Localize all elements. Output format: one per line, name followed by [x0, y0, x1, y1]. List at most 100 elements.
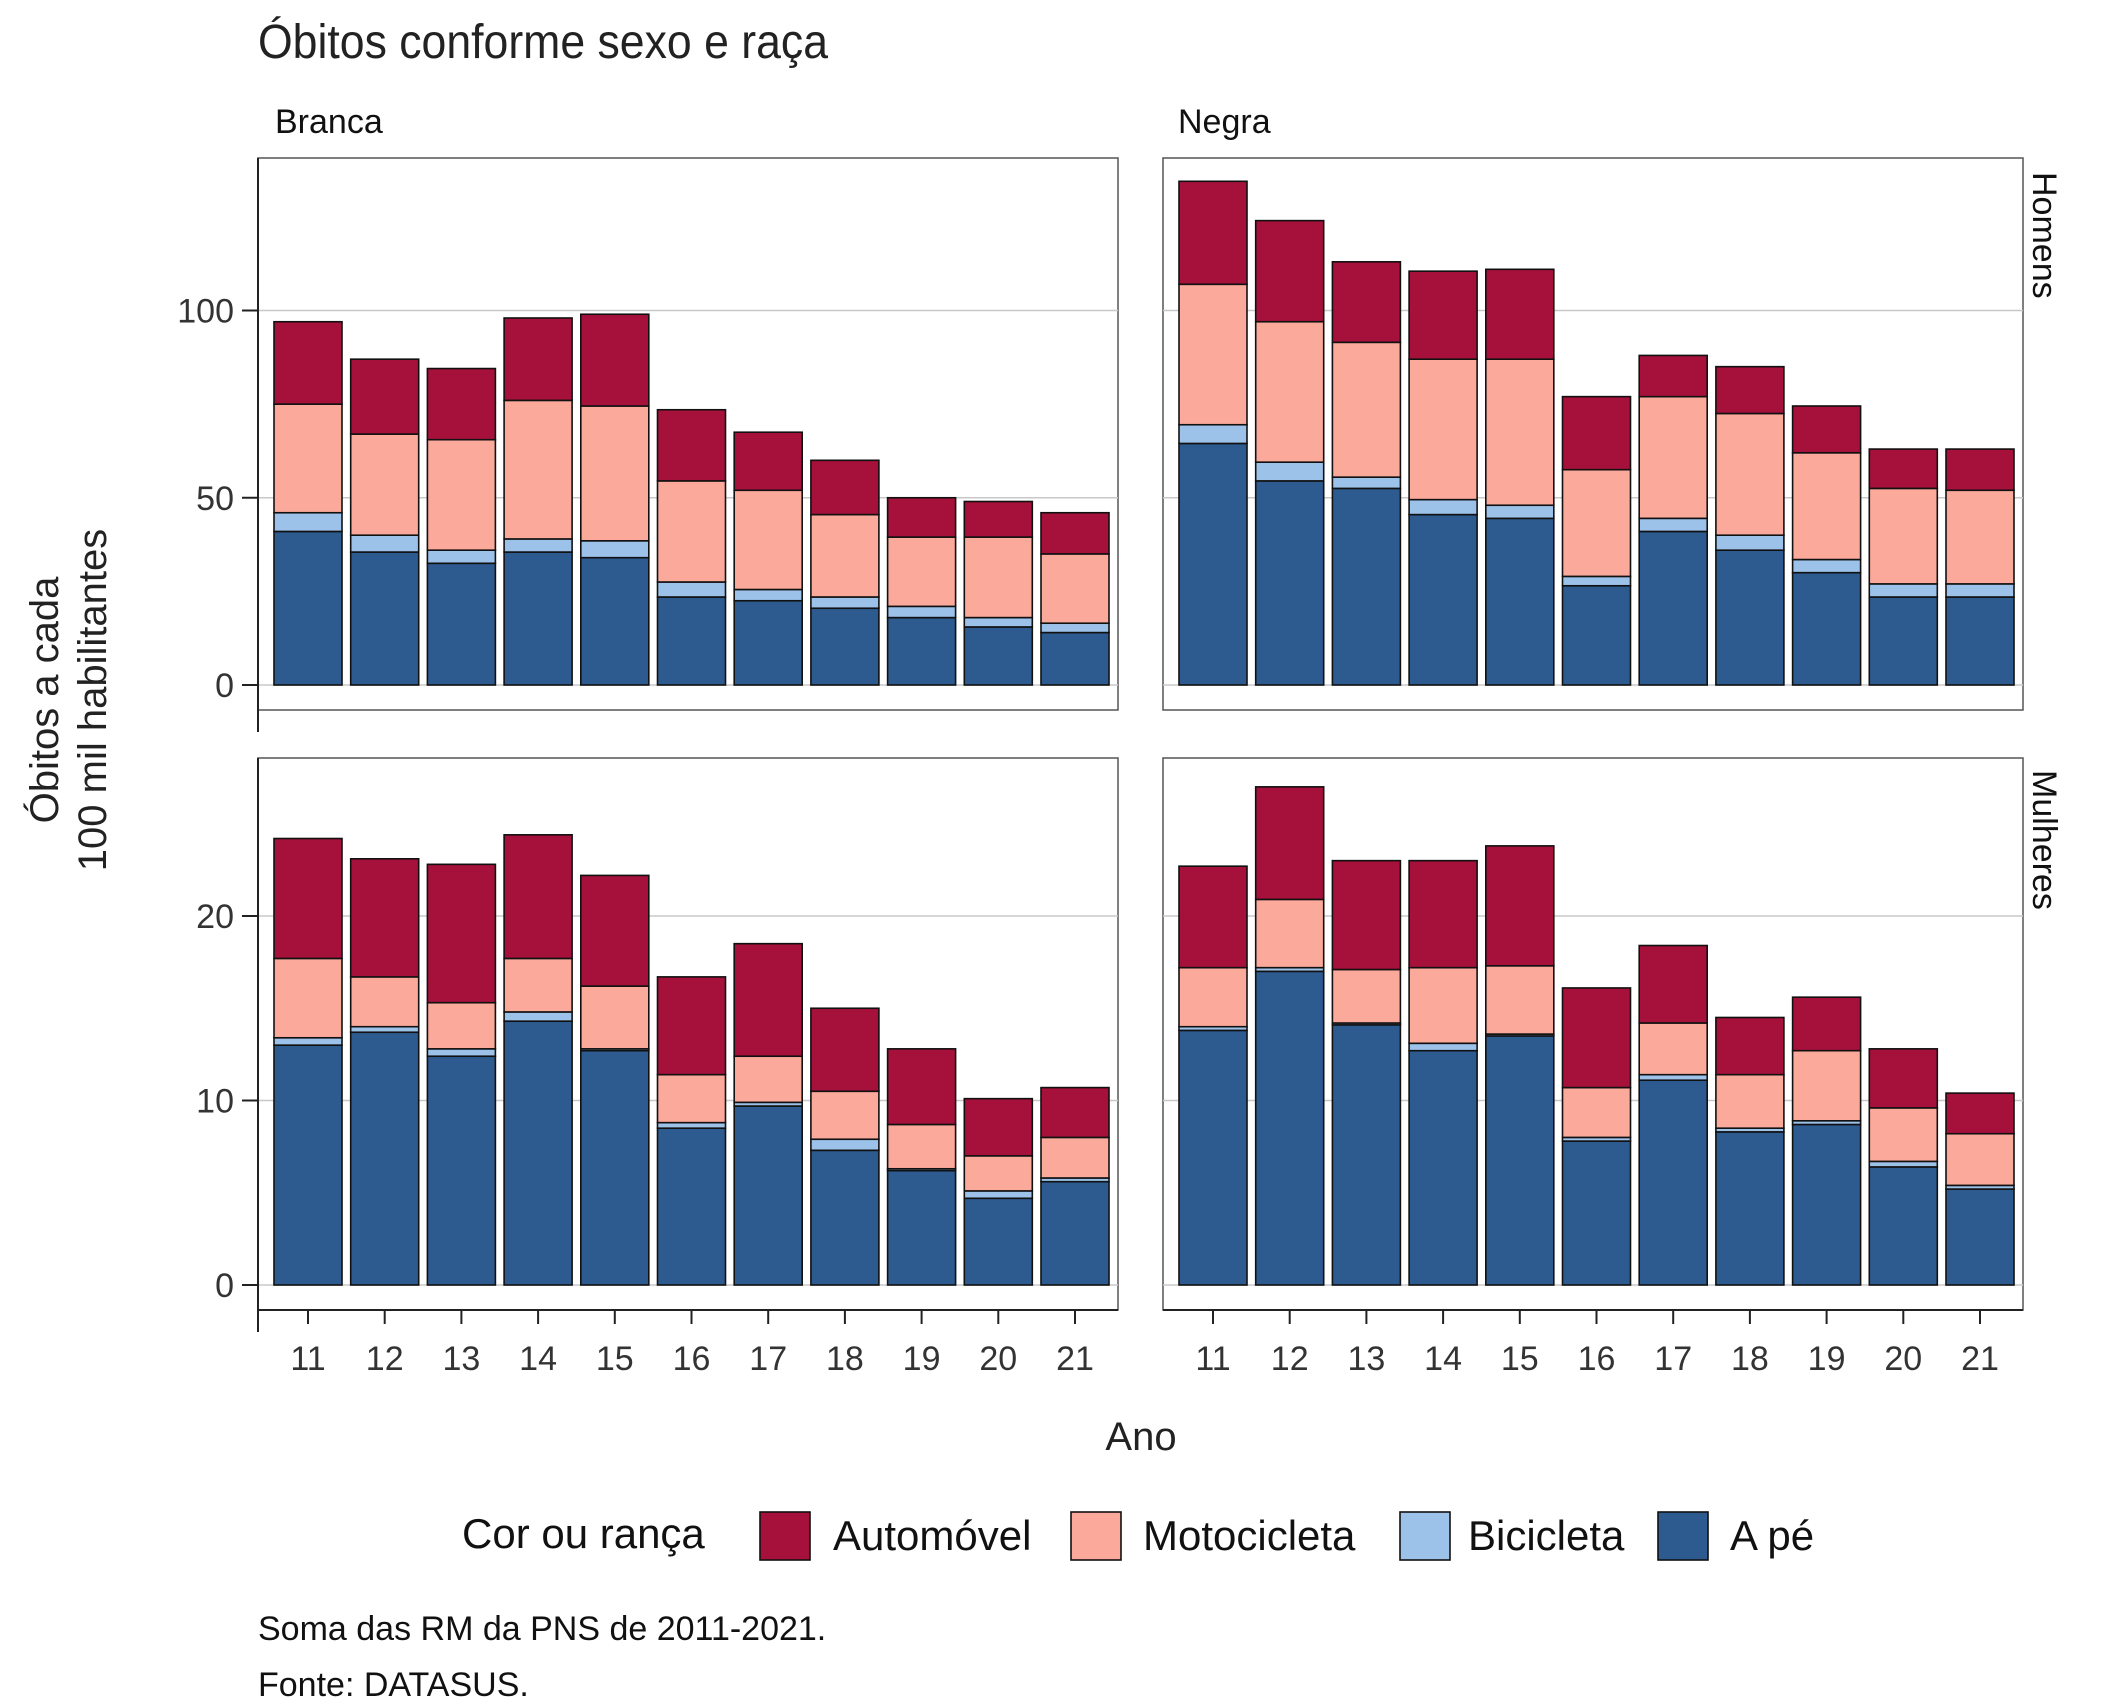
bar-segment	[1178, 283, 1248, 426]
bar-segment	[656, 480, 727, 583]
bar-segment	[1331, 487, 1402, 686]
bar-segment	[1791, 1123, 1862, 1286]
bar-segment	[349, 858, 420, 978]
legend-label: Automóvel	[833, 1512, 1031, 1559]
bar-segment	[810, 1138, 880, 1152]
x-tick-label: 18	[826, 1340, 864, 1378]
bar-segment	[1945, 583, 2015, 598]
bar-segment	[1868, 1048, 1939, 1109]
bar-segment	[963, 1190, 1034, 1200]
bar-segment	[1254, 480, 1325, 686]
panel-mulheres-branca: 0 10 20 11 12 13 14 15 16 17 18 19 20 21	[196, 757, 1119, 1378]
bar-segment	[963, 1097, 1034, 1157]
bar-segment	[1715, 534, 1785, 551]
column-label-branca: Branca	[275, 103, 383, 141]
bar-segment	[349, 358, 420, 435]
bar-segment	[1331, 859, 1402, 971]
bar-segment	[273, 837, 343, 960]
y-axis-label-line1: Óbitos a cada	[22, 576, 67, 824]
x-tick-label: 21	[1961, 1340, 1999, 1378]
bar-segment	[1868, 583, 1939, 598]
legend-title: Cor ou rança	[462, 1510, 705, 1557]
bar-segment	[1791, 405, 1862, 454]
panel-homens-negra	[1162, 157, 2024, 711]
bar-segment	[273, 530, 343, 686]
x-tick-label: 13	[442, 1340, 480, 1378]
bar-segment	[1638, 395, 1708, 520]
bar-segment	[503, 1011, 573, 1022]
panel-mulheres-negra: 11 12 13 14 15 16 17 18 19 20 21	[1162, 757, 2024, 1378]
bar-segment	[1254, 320, 1325, 463]
y-tick-label: 50	[196, 480, 234, 518]
bar-segment	[886, 1169, 957, 1286]
bar-segment	[1408, 859, 1478, 969]
bar-segment	[1868, 1107, 1939, 1163]
bar-segment	[426, 863, 497, 1004]
bar-segment	[1408, 966, 1478, 1045]
bar-segment	[1485, 1035, 1555, 1286]
bar-segment	[810, 607, 880, 686]
chart-title: Óbitos conforme sexo e raça	[258, 15, 828, 69]
bar-segment	[1945, 1092, 2015, 1135]
legend-swatch	[759, 1511, 811, 1561]
bar-segment	[1040, 631, 1110, 686]
legend: Automóvel Motocicleta Bicicleta A pé	[759, 1511, 1814, 1561]
bar-segment	[886, 536, 957, 608]
bar-segment	[349, 976, 420, 1028]
x-tick-label: 20	[979, 1340, 1017, 1378]
bar-segment	[579, 874, 650, 987]
y-tick-label: 10	[196, 1083, 234, 1121]
bar-segment	[579, 556, 650, 686]
bar-segment	[273, 957, 343, 1039]
bar-segment	[426, 1055, 497, 1286]
bar-segment	[503, 957, 573, 1013]
bar-segment	[1791, 558, 1862, 574]
bar-segment	[1040, 1086, 1110, 1139]
bar-segment	[579, 985, 650, 1050]
bar-segment	[579, 1049, 650, 1286]
bar-segment	[1485, 268, 1555, 360]
bar-segment	[656, 1121, 727, 1129]
bar-segment	[579, 405, 650, 542]
x-tick-label: 19	[1808, 1340, 1846, 1378]
bar-segment	[1178, 865, 1248, 969]
bar-segment	[1408, 1049, 1478, 1286]
bar-segment	[1561, 1086, 1632, 1139]
bar-segment	[426, 549, 497, 565]
x-tick-label: 16	[1578, 1340, 1616, 1378]
bar-segment	[1254, 461, 1325, 482]
bar-segment	[1791, 1049, 1862, 1122]
bar-segment	[1638, 944, 1708, 1024]
bar-segment	[1868, 1160, 1939, 1168]
row-label-homens: Homens	[2025, 172, 2063, 299]
bar-segment	[1408, 1042, 1478, 1052]
x-tick-label: 17	[749, 1340, 787, 1378]
bar-segment	[579, 313, 650, 407]
bar-segment	[733, 588, 804, 602]
x-tick-label: 14	[1424, 1340, 1462, 1378]
x-tick-label: 15	[596, 1340, 634, 1378]
y-tick-label: 0	[215, 667, 234, 705]
bar-segment	[1945, 1132, 2015, 1187]
bar-segment	[1485, 504, 1555, 520]
bar-segment	[1561, 987, 1632, 1089]
x-tick-label: 20	[1884, 1340, 1922, 1378]
bar-segment	[1638, 354, 1708, 398]
bar-segment	[1945, 1188, 2015, 1286]
y-tick-label: 100	[177, 293, 234, 331]
bar-segment	[273, 511, 343, 533]
bar-segment	[1408, 513, 1478, 686]
bar-segment	[1561, 395, 1632, 471]
bar-segment	[656, 581, 727, 598]
bar-segment	[1331, 476, 1402, 490]
bar-segment	[963, 616, 1034, 628]
bar-segment	[503, 834, 573, 960]
y-axis-label-line2: 100 mil habilitantes	[71, 529, 115, 871]
bar-segment	[1638, 517, 1708, 533]
bar-segment	[1715, 1073, 1785, 1129]
y-tick-label: 20	[196, 898, 234, 936]
bar-segment	[733, 599, 804, 686]
column-label-negra: Negra	[1178, 103, 1271, 141]
bar-segment	[1485, 517, 1555, 686]
bar-segment	[656, 408, 727, 482]
